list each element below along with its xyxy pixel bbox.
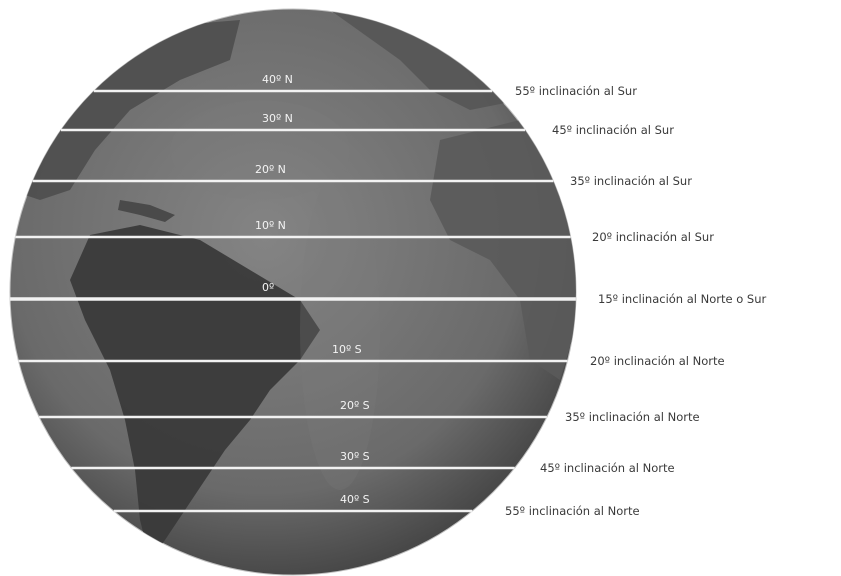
- latitude-label: 20º N: [255, 163, 286, 176]
- latitude-label: 10º N: [255, 219, 286, 232]
- inclination-label: 45º inclinación al Sur: [552, 123, 674, 137]
- inclination-label: 55º inclinación al Sur: [515, 84, 637, 98]
- inclination-label: 45º inclinación al Norte: [540, 461, 675, 475]
- latitude-label: 30º S: [340, 450, 370, 463]
- latitude-label: 30º N: [262, 112, 293, 125]
- latitude-label: 40º S: [340, 493, 370, 506]
- inclination-label: 35º inclinación al Norte: [565, 410, 700, 424]
- inclination-label: 35º inclinación al Sur: [570, 174, 692, 188]
- inclination-label: 20º inclinación al Sur: [592, 230, 714, 244]
- latitude-label: 40º N: [262, 73, 293, 86]
- inclination-label: 20º inclinación al Norte: [590, 354, 725, 368]
- ocean-texture: [170, 100, 350, 200]
- latitude-label: 10º S: [332, 343, 362, 356]
- ocean-ridge-texture: [300, 170, 380, 490]
- latitude-label: 20º S: [340, 399, 370, 412]
- latitude-label: 0º: [262, 281, 274, 294]
- inclination-label: 55º inclinación al Norte: [505, 504, 640, 518]
- inclination-label: 15º inclinación al Norte o Sur: [598, 292, 767, 306]
